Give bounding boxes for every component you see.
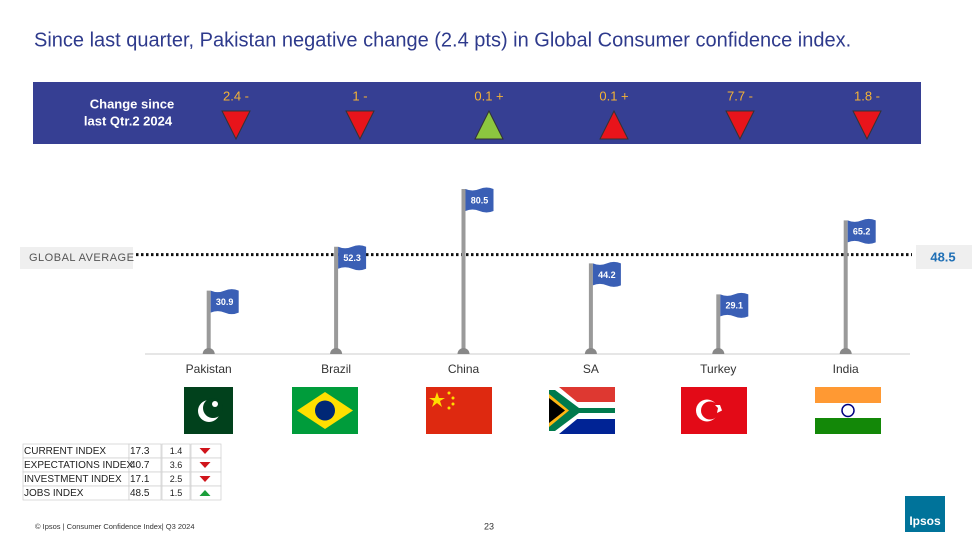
change-label: Change since [90, 96, 175, 111]
table-arrow [199, 476, 211, 482]
change-arrow [345, 110, 375, 141]
change-value: 7.7 - [727, 88, 753, 103]
change-value: 1.8 - [854, 88, 880, 103]
flag [465, 187, 494, 213]
flag-icons [167, 387, 881, 434]
flag-ball [839, 348, 852, 354]
logo-box [905, 496, 945, 532]
change-arrow [221, 110, 251, 141]
flag-label: 80.5 [471, 195, 489, 205]
change-arrow [852, 110, 882, 141]
table-text: 2.5 [170, 474, 183, 484]
reference-label: GLOBAL AVERAGE [29, 252, 134, 264]
flag [592, 261, 621, 287]
category-label: Pakistan [186, 362, 232, 376]
table-text: 17.1 [130, 474, 150, 485]
flag-label: 29.1 [726, 301, 744, 311]
flag [720, 292, 749, 318]
change-value: 1 - [352, 88, 367, 103]
change-arrow [599, 109, 629, 140]
table-text: 40.7 [130, 460, 150, 471]
category-label: China [448, 362, 480, 376]
table-arrow [199, 448, 211, 454]
table-cell [128, 485, 162, 501]
flag-label: 52.3 [343, 253, 361, 263]
table-cell [161, 485, 191, 501]
table-text: 48.5 [130, 488, 150, 499]
flag-label: 65.2 [853, 227, 871, 237]
change-panel [33, 82, 921, 144]
reference-value-box [916, 245, 972, 269]
flag-ball [712, 348, 725, 354]
reference-value: 48.5 [930, 249, 955, 264]
footer-source: © Ipsos | Consumer Confidence Index| Q3 … [35, 522, 195, 531]
table-text: JOBS INDEX [24, 488, 84, 499]
page-number: 23 [484, 521, 494, 531]
table-text: CURRENT INDEX [24, 446, 106, 457]
table-text: 3.6 [170, 460, 183, 470]
flag [338, 245, 367, 271]
table-arrow [199, 490, 211, 496]
category-label: India [833, 362, 859, 376]
table-text: 1.5 [170, 488, 183, 498]
logo: Ipsos [909, 514, 941, 528]
flag [847, 218, 876, 244]
slide-title: Since last quarter, Pakistan negative ch… [34, 29, 851, 51]
change-value: 0.1 + [474, 88, 503, 103]
flag-label: 44.2 [598, 270, 616, 280]
flag-ball [330, 348, 343, 354]
change-label: last Qtr.2 2024 [84, 113, 173, 128]
flag [210, 289, 239, 315]
flag-ball [202, 348, 215, 354]
category-label: Turkey [700, 362, 736, 376]
change-arrow [725, 110, 755, 141]
category-label: Brazil [321, 362, 351, 376]
table-text: 17.3 [130, 446, 150, 457]
table-arrow [199, 462, 211, 468]
change-value: 0.1 + [599, 88, 628, 103]
flag-label: 30.9 [216, 297, 234, 307]
category-label: SA [583, 362, 599, 376]
change-value: 2.4 - [223, 88, 249, 103]
flag-ball [584, 348, 597, 354]
reference-label-box [20, 247, 133, 269]
table-text: 1.4 [170, 446, 183, 456]
table-text: INVESTMENT INDEX [24, 474, 122, 485]
change-arrow [474, 109, 504, 140]
table-text: EXPECTATIONS INDEX [24, 460, 133, 471]
flag-ball [457, 348, 470, 354]
